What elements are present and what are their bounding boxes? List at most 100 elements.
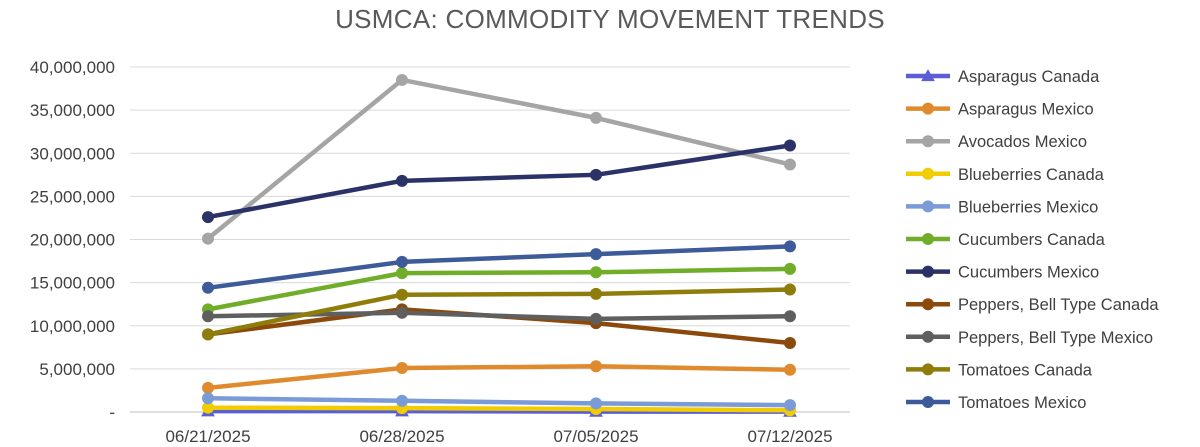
data-point-blueberries-mexico: [590, 397, 602, 410]
data-point-avocados-mexico: [396, 73, 408, 86]
legend-swatch-marker: [922, 298, 934, 311]
data-point-tomatoes-canada: [590, 287, 602, 300]
legend-item-cucumbers-mexico: Cucumbers Mexico: [906, 264, 1099, 282]
chart-title: USMCA: COMMODITY MOVEMENT TRENDS: [335, 4, 885, 34]
legend-label: Blueberries Canada: [958, 166, 1105, 184]
x-tick-label: 07/05/2025: [553, 427, 638, 446]
x-axis-ticks: 06/21/2025 06/28/2025 07/05/2025 07/12/2025: [165, 427, 832, 446]
legend: Asparagus Canada Asparagus Mexico Avocados…: [906, 68, 1159, 412]
series-line-asparagus-mexico: [205, 364, 793, 391]
data-point-peppers-bell-type-mexico: [590, 312, 602, 325]
legend-label: Cucumbers Mexico: [958, 264, 1099, 282]
legend-label: Tomatoes Mexico: [958, 394, 1086, 412]
data-point-cucumbers-canada: [784, 262, 796, 275]
legend-label: Asparagus Canada: [958, 68, 1100, 86]
data-point-tomatoes-mexico: [590, 248, 602, 261]
data-point-blueberries-canada: [202, 401, 214, 414]
legend-swatch-marker: [922, 330, 934, 343]
legend-swatch-marker: [922, 233, 934, 245]
legend-swatch-marker: [922, 102, 934, 115]
legend-label: Blueberries Mexico: [958, 198, 1098, 216]
legend-swatch-marker: [922, 396, 934, 408]
legend-item-tomatoes-mexico: Tomatoes Mexico: [906, 394, 1086, 412]
data-point-tomatoes-mexico: [396, 255, 408, 268]
series-line-tomatoes-mexico: [205, 244, 793, 291]
data-point-blueberries-mexico: [396, 394, 408, 407]
series-line-cucumbers-canada: [205, 266, 793, 312]
data-point-peppers-bell-type-mexico: [202, 310, 214, 323]
legend-label: Avocados Mexico: [958, 133, 1087, 151]
data-point-cucumbers-canada: [590, 266, 602, 279]
y-tick-label: 20,000,000: [30, 231, 115, 250]
data-point-asparagus-mexico: [202, 381, 214, 394]
series-cucumbers-mexico: [202, 139, 796, 224]
legend-label: Asparagus Mexico: [958, 101, 1094, 119]
legend-label: Peppers, Bell Type Canada: [958, 296, 1159, 314]
data-point-blueberries-mexico: [202, 392, 214, 405]
data-point-cucumbers-canada: [396, 267, 408, 280]
y-tick-label: 40,000,000: [30, 58, 115, 77]
data-point-cucumbers-mexico: [396, 174, 408, 187]
series-line-blueberries-canada: [205, 405, 793, 413]
legend-item-peppers-bell-type-canada: Peppers, Bell Type Canada: [906, 296, 1159, 314]
data-point-tomatoes-canada: [784, 283, 796, 296]
legend-item-cucumbers-canada: Cucumbers Canada: [906, 231, 1106, 249]
data-point-tomatoes-canada: [202, 328, 214, 341]
legend-label: Peppers, Bell Type Mexico: [958, 329, 1153, 347]
data-point-tomatoes-canada: [396, 288, 408, 301]
data-point-blueberries-mexico: [784, 399, 796, 412]
series-line-blueberries-mexico: [205, 395, 793, 408]
legend-swatch-marker: [922, 200, 934, 213]
legend-item-avocados-mexico: Avocados Mexico: [906, 133, 1087, 151]
y-tick-label: 25,000,000: [30, 187, 115, 206]
legend-item-asparagus-canada: Asparagus Canada: [906, 68, 1100, 86]
series-avocados-mexico: [202, 73, 796, 245]
x-tick-label: 06/21/2025: [165, 427, 250, 446]
data-point-avocados-mexico: [202, 232, 214, 245]
data-point-asparagus-mexico: [590, 360, 602, 373]
gridlines: [130, 66, 850, 413]
series-tomatoes-canada: [202, 283, 796, 341]
legend-swatch-marker: [921, 69, 935, 82]
data-point-tomatoes-mexico: [784, 240, 796, 253]
legend-swatch-marker: [922, 135, 934, 148]
legend-item-asparagus-mexico: Asparagus Mexico: [906, 101, 1094, 119]
legend-swatch-marker: [922, 363, 934, 376]
series-line-avocados-mexico: [205, 77, 793, 241]
data-point-avocados-mexico: [590, 111, 602, 124]
y-tick-label: 10,000,000: [30, 317, 115, 336]
x-tick-label: 06/28/2025: [359, 427, 444, 446]
legend-item-tomatoes-canada: Tomatoes Canada: [906, 361, 1093, 379]
y-tick-label: 15,000,000: [30, 274, 115, 293]
series-line-tomatoes-canada: [205, 287, 793, 337]
series-blueberries-mexico: [202, 392, 796, 412]
legend-label: Cucumbers Canada: [958, 231, 1106, 249]
legend-item-blueberries-mexico: Blueberries Mexico: [906, 198, 1098, 216]
series-tomatoes-mexico: [202, 240, 796, 294]
series-cucumbers-canada: [202, 262, 796, 316]
data-point-peppers-bell-type-mexico: [396, 306, 408, 319]
data-point-avocados-mexico: [784, 158, 796, 171]
series-line-cucumbers-mexico: [205, 143, 793, 220]
y-tick-label: 5,000,000: [39, 360, 115, 379]
legend-item-peppers-bell-type-mexico: Peppers, Bell Type Mexico: [906, 329, 1153, 347]
series-group: [201, 73, 797, 417]
data-point-peppers-bell-type-canada: [784, 337, 796, 349]
legend-item-blueberries-canada: Blueberries Canada: [906, 166, 1105, 184]
y-tick-label: -: [109, 403, 115, 422]
x-tick-label: 07/12/2025: [747, 427, 832, 446]
y-tick-label: 35,000,000: [30, 101, 115, 120]
data-point-cucumbers-mexico: [590, 168, 602, 181]
y-axis-ticks: - 5,000,000 10,000,000 15,000,000 20,000,000…: [30, 58, 115, 422]
legend-swatch-marker: [922, 167, 934, 180]
data-point-peppers-bell-type-mexico: [784, 310, 796, 323]
data-point-cucumbers-mexico: [784, 139, 796, 152]
series-asparagus-mexico: [202, 360, 796, 394]
data-point-asparagus-mexico: [784, 363, 796, 376]
data-point-tomatoes-mexico: [202, 281, 214, 294]
legend-label: Tomatoes Canada: [958, 361, 1093, 379]
data-point-cucumbers-mexico: [202, 211, 214, 224]
data-point-asparagus-mexico: [396, 362, 408, 375]
